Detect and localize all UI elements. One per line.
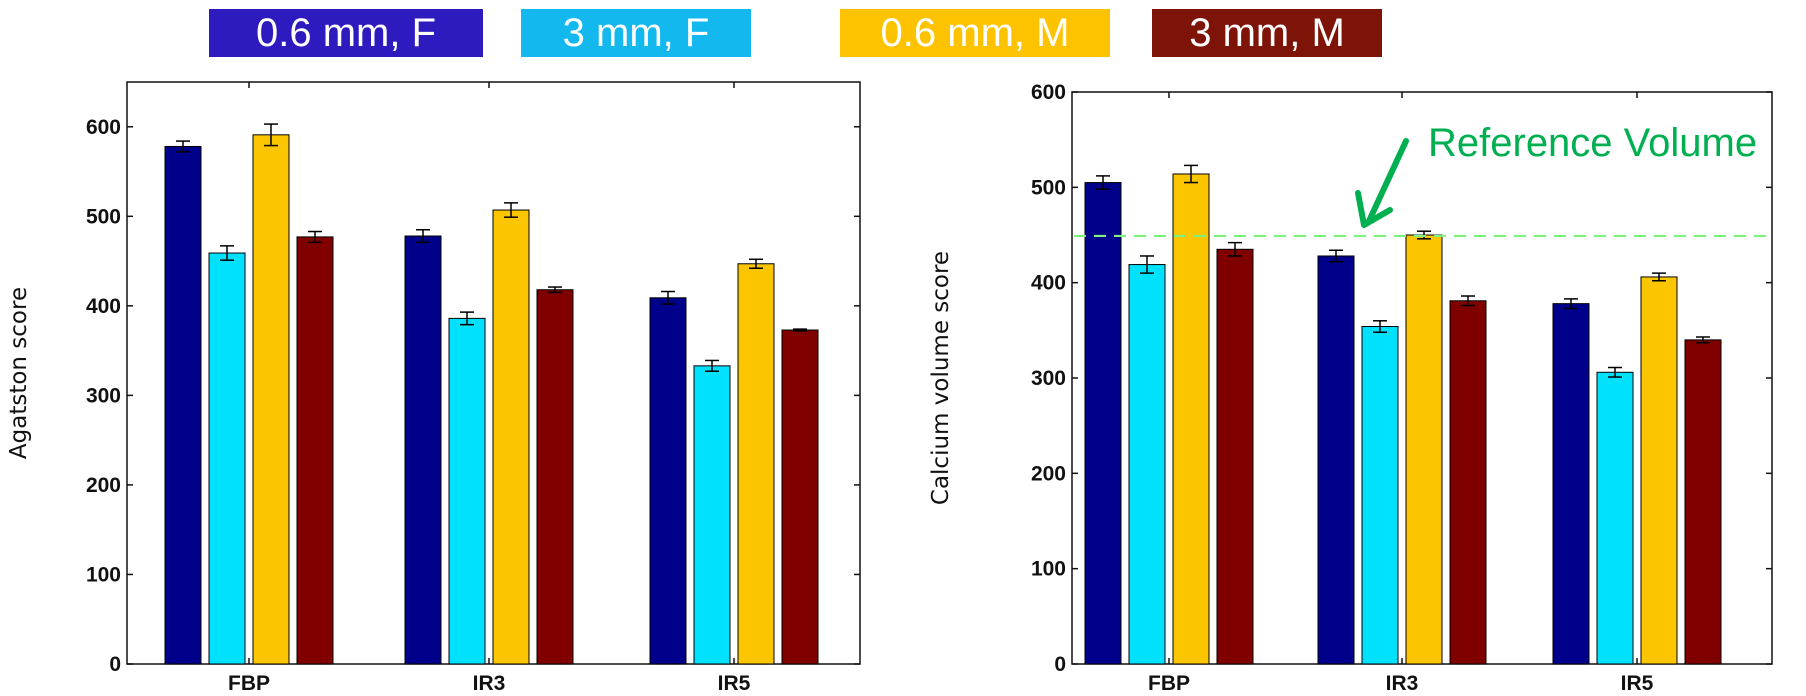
bar-ir5-4 [1684,339,1722,665]
bar-ir5-3 [1640,276,1678,665]
y-tick-label: 500 [86,205,121,228]
x-tick-label-ir5: IR5 [718,672,751,695]
y-tick-label: 200 [86,474,121,497]
x-tick-label-ir3: IR3 [1386,672,1419,695]
bar-ir5-3 [737,263,775,665]
bar-ir3-3 [1405,234,1443,665]
x-tick-label-ir3: IR3 [473,672,506,695]
y-axis-title: Calcium volume score [928,251,954,505]
y-tick-label: 200 [1031,462,1066,485]
bar-fbp-1 [1084,182,1122,665]
bar-fbp-2 [1128,264,1166,665]
legend-item-0-6mm-f: 0.6 mm, F [209,9,483,57]
bar-ir5-4 [781,329,819,665]
y-tick-label: 300 [86,384,121,407]
y-tick-label: 400 [1031,272,1066,295]
y-tick-label: 0 [1054,653,1066,676]
bar-fbp-1 [164,145,202,665]
y-tick-label: 300 [1031,367,1066,390]
legend-item-0-6mm-m: 0.6 mm, M [840,9,1110,57]
y-tick-label: 600 [1031,81,1066,104]
bar-ir5-2 [693,365,731,665]
legend-item-3mm-f: 3 mm, F [521,9,751,57]
bar-ir3-4 [1449,300,1487,665]
bar-ir5-2 [1596,371,1634,665]
y-tick-label: 0 [109,653,121,676]
chart-panel-1: 0 100 200 300 400 500 600 FBP IR3 IR5 Agatston sco… [6,81,861,695]
y-tick-label: 100 [1031,558,1066,581]
y-axis-title: Agatston score [6,287,32,459]
chart-panel-2: 0 100 200 300 400 500 600 FBP IR3 IR5 Calcium volu… [928,81,1773,695]
bar-ir5-1 [649,297,687,665]
bar-ir3-3 [492,209,530,665]
y-tick-label: 600 [86,116,121,139]
x-tick-label-ir5: IR5 [1621,672,1654,695]
bar-ir3-1 [1317,255,1355,665]
bar-fbp-3 [252,134,290,665]
bar-fbp-4 [1216,248,1254,665]
bar-fbp-3 [1172,173,1210,665]
bar-ir3-1 [404,235,442,665]
y-tick-label: 100 [86,563,121,586]
reference-arrow-head [1355,190,1393,228]
bar-ir3-4 [536,289,574,665]
bar-ir5-1 [1552,303,1590,665]
reference-arrow-shaft [1366,138,1409,224]
legend-item-3mm-m: 3 mm, M [1152,9,1382,57]
reference-volume-label: Reference Volume [1428,121,1757,165]
bar-ir3-2 [1361,326,1399,665]
bar-fbp-4 [296,236,334,665]
y-tick-label: 400 [86,295,121,318]
y-tick-label: 500 [1031,176,1066,199]
bar-fbp-2 [208,252,246,665]
x-tick-label-fbp: FBP [1148,672,1190,695]
x-tick-label-fbp: FBP [228,672,270,695]
bar-ir3-2 [448,317,486,665]
